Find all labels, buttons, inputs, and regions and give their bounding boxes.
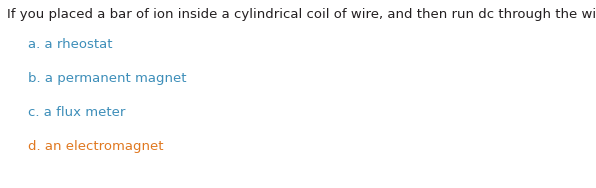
Text: b. a permanent magnet: b. a permanent magnet [28, 72, 187, 85]
Text: d. an electromagnet: d. an electromagnet [28, 140, 163, 153]
Text: a. a rheostat: a. a rheostat [28, 38, 113, 51]
Text: c. a flux meter: c. a flux meter [28, 106, 125, 119]
Text: If you placed a bar of ion inside a cylindrical coil of wire, and then run dc th: If you placed a bar of ion inside a cyli… [7, 8, 596, 21]
